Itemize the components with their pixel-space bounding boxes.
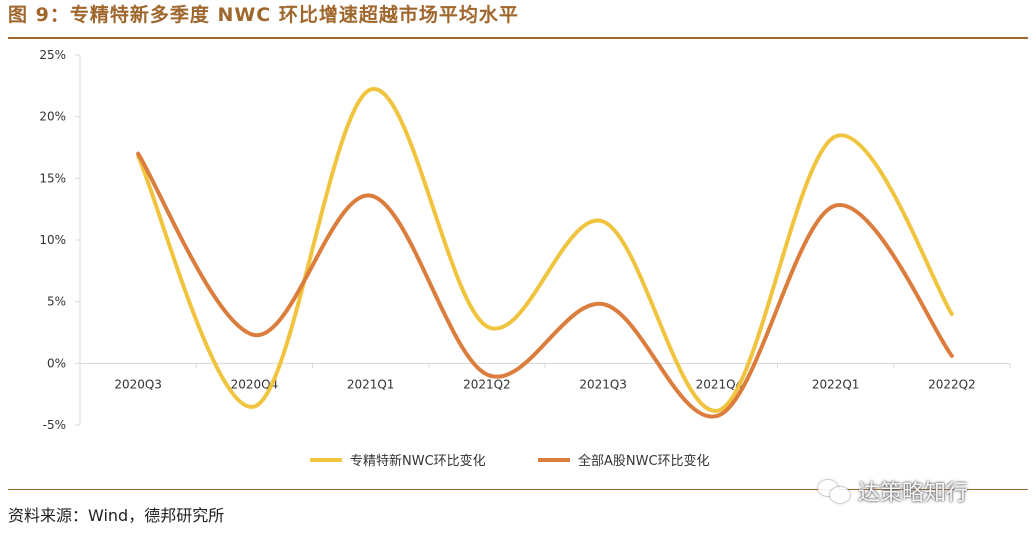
y-tick-label: 20%	[39, 110, 66, 124]
x-tick-label: 2022Q1	[812, 377, 860, 391]
x-tick-label: 2021Q2	[463, 377, 511, 391]
y-tick-label: 5%	[47, 295, 66, 309]
legend-label-1: 专精特新NWC环比变化	[350, 453, 486, 469]
x-tick-label: 2021Q4	[696, 377, 744, 391]
legend-label-2: 全部A股NWC环比变化	[578, 453, 710, 469]
y-tick-label: -5%	[43, 418, 66, 432]
footer-divider	[8, 489, 1028, 490]
x-tick-label: 2020Q4	[231, 377, 279, 391]
series-line-1	[136, 87, 954, 413]
y-tick-label: 15%	[39, 171, 66, 185]
series-line-2	[136, 151, 954, 419]
y-tick-label: 0%	[47, 356, 66, 370]
watermark: 达策略知行	[818, 476, 968, 506]
x-tick-label: 2020Q3	[114, 377, 162, 391]
x-tick-label: 2021Q3	[579, 377, 627, 391]
title-divider	[8, 37, 1028, 39]
x-tick-label: 2022Q2	[928, 377, 976, 391]
source-note: 资料来源：Wind，德邦研究所	[8, 506, 225, 525]
y-tick-label: 10%	[39, 233, 66, 247]
y-tick-label: 25%	[39, 48, 66, 62]
x-tick-label: 2021Q1	[347, 377, 395, 391]
line-chart: -5% 0% 5% 10% 15% 20% 25% 2020Q3 2020Q4 2021Q1 202…	[39, 48, 1011, 469]
figure-title: 图 9：专精特新多季度 NWC 环比增速超越市场平均水平	[8, 4, 519, 26]
wechat-icon	[818, 478, 852, 504]
chart-container: -5% 0% 5% 10% 15% 20% 25% 2020Q3 2020Q4 2021Q1 202…	[0, 40, 1036, 490]
watermark-text: 达策略知行	[858, 481, 969, 506]
